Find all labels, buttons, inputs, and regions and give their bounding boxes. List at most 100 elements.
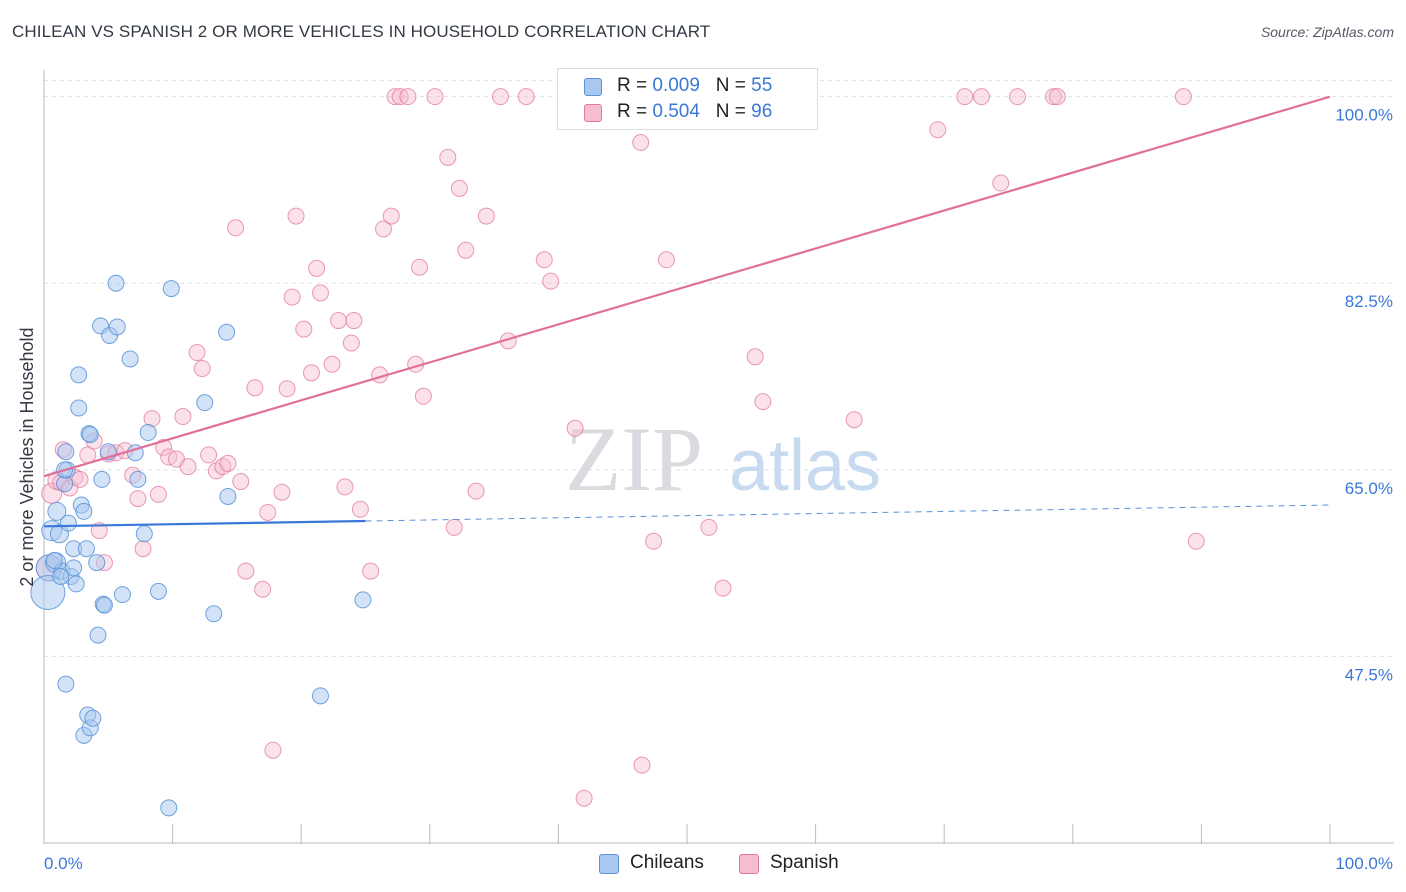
- chileans-swatch: [599, 854, 619, 874]
- spanish-point: [457, 241, 475, 259]
- spanish-point: [254, 580, 272, 598]
- spanish-point: [90, 522, 108, 540]
- spanish-point: [214, 458, 232, 476]
- spanish-point: [566, 419, 584, 437]
- chilean-points: [30, 274, 372, 817]
- spanish-point: [1187, 532, 1205, 550]
- spanish-point: [746, 348, 764, 366]
- chilean-point: [219, 487, 237, 505]
- tick-labels: 47.5% 65.0% 82.5% 100.0% 0.0% 100.0%: [44, 106, 1393, 873]
- y-tick-label: 65.0%: [1345, 479, 1393, 498]
- spanish-point: [439, 148, 457, 166]
- chilean-point: [205, 605, 223, 623]
- spanish-point: [193, 360, 211, 378]
- trend-lines: [43, 95, 1331, 528]
- legend-n-value: 55: [751, 75, 773, 96]
- chilean-point: [57, 443, 75, 461]
- watermark: ZIP atlas: [565, 408, 881, 510]
- spanish-point: [295, 320, 313, 338]
- spanish-point: [134, 540, 152, 558]
- axes: [43, 70, 1394, 844]
- spanish-point: [351, 500, 369, 518]
- legend-n-label: N =: [715, 101, 752, 122]
- spanish-point: [714, 579, 732, 597]
- chilean-point: [218, 323, 236, 341]
- spanish-point: [278, 380, 296, 398]
- legend-r-label: R =: [617, 75, 653, 96]
- spanish-point: [219, 454, 237, 472]
- spanish-point: [632, 134, 650, 152]
- spanish-trend-line: [43, 95, 1331, 478]
- spanish-point: [399, 88, 417, 106]
- chilean-point: [108, 318, 126, 336]
- chilean-point: [81, 426, 99, 444]
- chilean-trend-line: [43, 519, 366, 528]
- chilean-point: [121, 350, 139, 368]
- legend-r-label: R =: [617, 101, 653, 122]
- spanish-point: [445, 518, 463, 536]
- chilean-point: [139, 424, 157, 442]
- chilean-point: [77, 540, 95, 558]
- chilean-point: [135, 525, 153, 543]
- chilean-point: [311, 687, 329, 705]
- chilean-point: [196, 394, 214, 412]
- spanish-point: [535, 251, 553, 269]
- spanish-point: [41, 482, 63, 504]
- chilean-point: [45, 551, 63, 569]
- chilean-point: [160, 799, 178, 817]
- chilean-point: [70, 399, 88, 417]
- chilean-point: [88, 554, 106, 572]
- spanish-point: [311, 284, 329, 302]
- spanish-point: [386, 88, 404, 106]
- stats-legend: R = 0.009 N = 55 R = 0.504 N = 96: [557, 68, 818, 130]
- spanish-point: [645, 532, 663, 550]
- spanish-point: [273, 483, 291, 501]
- spanish-point: [237, 562, 255, 580]
- chileans-swatch: [584, 78, 602, 96]
- spanish-point: [179, 458, 197, 476]
- spanish-point: [467, 482, 485, 500]
- spanish-point: [174, 408, 192, 426]
- spanish-point: [992, 174, 1010, 192]
- spanish-point: [362, 562, 380, 580]
- spanish-point: [336, 478, 354, 496]
- spanish-point: [227, 219, 245, 237]
- chilean-point: [70, 366, 88, 384]
- spanish-point: [71, 470, 89, 488]
- chilean-trend-extension: [365, 504, 1331, 522]
- spanish-point: [149, 485, 167, 503]
- y-tick-label: 47.5%: [1345, 665, 1393, 684]
- spanish-point: [1009, 88, 1027, 106]
- chilean-point: [47, 501, 67, 521]
- spanish-point: [308, 259, 326, 277]
- chilean-point: [30, 574, 66, 610]
- spanish-point: [845, 411, 863, 429]
- spanish-point: [382, 207, 400, 225]
- spanish-point: [283, 288, 301, 306]
- chilean-point: [95, 596, 113, 614]
- spanish-point: [264, 741, 282, 759]
- chilean-point: [354, 591, 372, 609]
- chilean-point: [89, 626, 107, 644]
- legend-r-value: 0.504: [652, 101, 700, 122]
- spanish-point: [200, 446, 218, 464]
- chilean-point: [129, 470, 147, 488]
- chart-title: CHILEAN VS SPANISH 2 OR MORE VEHICLES IN…: [12, 22, 711, 41]
- spanish-point: [1174, 88, 1192, 106]
- spanish-point: [517, 88, 535, 106]
- spanish-point: [375, 220, 393, 238]
- spanish-point: [542, 272, 560, 290]
- x-tick-label: 100.0%: [1335, 854, 1393, 873]
- y-tick-label: 100.0%: [1335, 106, 1393, 125]
- chilean-point: [59, 514, 77, 532]
- spanish-point: [700, 518, 718, 536]
- spanish-point: [155, 438, 173, 456]
- spanish-point: [754, 393, 772, 411]
- chilean-point: [149, 582, 167, 600]
- legend-n-value: 96: [751, 101, 773, 122]
- chilean-point: [107, 274, 125, 292]
- watermark-atlas: atlas: [729, 426, 881, 506]
- spanish-point: [345, 312, 363, 330]
- chilean-point: [75, 502, 93, 520]
